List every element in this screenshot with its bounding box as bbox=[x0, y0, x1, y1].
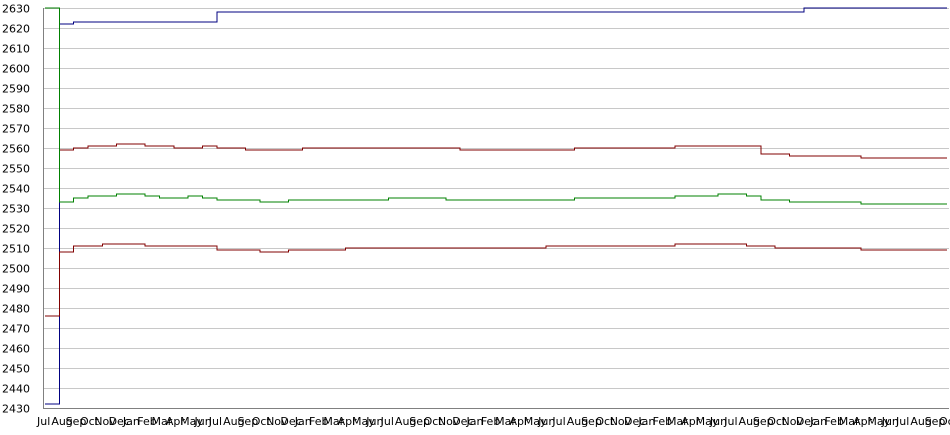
x-tick-label: May bbox=[352, 415, 375, 428]
x-tick-label: Oct bbox=[595, 415, 615, 428]
x-tick-label: Aug bbox=[51, 415, 72, 428]
x-tick-label: Nov bbox=[94, 415, 116, 428]
series-line-1 bbox=[45, 7, 947, 405]
x-tick-label: Aug bbox=[395, 415, 416, 428]
x-tick-label: Feb bbox=[137, 415, 156, 428]
x-tick-label: Jun bbox=[365, 415, 383, 428]
y-tick-label: 2500 bbox=[2, 263, 30, 276]
x-tick-label: Jan bbox=[809, 415, 827, 428]
y-tick-label: 2630 bbox=[2, 3, 30, 16]
x-tick-label: Jul bbox=[36, 415, 50, 428]
x-tick-label: Oct bbox=[80, 415, 100, 428]
x-tick-label: Dec bbox=[796, 415, 817, 428]
x-tick-label: Jul bbox=[380, 415, 394, 428]
x-tick-label: May bbox=[180, 415, 203, 428]
x-tick-label: Apr bbox=[509, 415, 529, 428]
x-tick-label: Jul bbox=[895, 415, 909, 428]
y-tick-label: 2480 bbox=[2, 303, 30, 316]
x-tick-label: Sep bbox=[66, 415, 87, 428]
y-tick-label: 2570 bbox=[2, 123, 30, 136]
x-tick-label: Sep bbox=[753, 415, 774, 428]
y-tick-label: 2550 bbox=[2, 163, 30, 176]
gridlines bbox=[43, 8, 949, 409]
x-tick-label: Jun bbox=[881, 415, 899, 428]
x-tick-label: Apr bbox=[338, 415, 358, 428]
x-tick-label: Jan bbox=[637, 415, 655, 428]
x-tick-label: Oct bbox=[252, 415, 272, 428]
y-tick-label: 2590 bbox=[2, 83, 30, 96]
x-tick-label: Mar bbox=[839, 415, 860, 428]
x-tick-label: Jan bbox=[466, 415, 484, 428]
x-tick-label: May bbox=[696, 415, 719, 428]
x-tick-label: Jun bbox=[193, 415, 211, 428]
x-tick-label: Dec bbox=[109, 415, 130, 428]
y-tick-label: 2610 bbox=[2, 43, 30, 56]
x-tick-label: Oct bbox=[767, 415, 787, 428]
x-tick-label: Jan bbox=[294, 415, 312, 428]
series-line-2 bbox=[45, 7, 947, 159]
x-tick-label: Mar bbox=[667, 415, 688, 428]
x-tick-label: Mar bbox=[323, 415, 344, 428]
x-tick-label: Nov bbox=[610, 415, 632, 428]
y-tick-label: 2460 bbox=[2, 343, 30, 356]
x-tick-label: Sep bbox=[925, 415, 946, 428]
x-tick-label: Dec bbox=[624, 415, 645, 428]
x-tick-label: Nov bbox=[266, 415, 288, 428]
x-tick-label: Jul bbox=[208, 415, 222, 428]
x-tick-label: Feb bbox=[309, 415, 328, 428]
x-tick-label: May bbox=[867, 415, 890, 428]
x-tick-label: Jan bbox=[122, 415, 140, 428]
x-tick-label: Dec bbox=[280, 415, 301, 428]
x-tick-label: Nov bbox=[438, 415, 460, 428]
x-tick-label: Mar bbox=[152, 415, 173, 428]
y-tick-label: 2490 bbox=[2, 283, 30, 296]
series-line-4 bbox=[45, 243, 947, 317]
y-tick-label: 2580 bbox=[2, 103, 30, 116]
y-tick-label: 2520 bbox=[2, 223, 30, 236]
series-lines bbox=[45, 7, 947, 405]
y-tick-label: 2600 bbox=[2, 63, 30, 76]
x-tick-label: Feb bbox=[653, 415, 672, 428]
x-tick-label: Jul bbox=[551, 415, 565, 428]
x-tick-label: Nov bbox=[782, 415, 804, 428]
x-tick-label: Dec bbox=[452, 415, 473, 428]
y-tick-label: 2510 bbox=[2, 243, 30, 256]
y-tick-label: 2470 bbox=[2, 323, 30, 336]
y-tick-label: 2560 bbox=[2, 143, 30, 156]
x-tick-label: Oct bbox=[424, 415, 444, 428]
x-tick-label: Jul bbox=[723, 415, 737, 428]
x-tick-label: Aug bbox=[739, 415, 760, 428]
y-tick-label: 2620 bbox=[2, 23, 30, 36]
x-tick-label: Jun bbox=[537, 415, 555, 428]
x-tick-label: Aug bbox=[223, 415, 244, 428]
y-tick-label: 2430 bbox=[2, 403, 30, 416]
x-tick-label: Mar bbox=[495, 415, 516, 428]
x-tick-label: Sep bbox=[581, 415, 602, 428]
y-axis-tick-labels: 2630 2620 2610 2600 2590 2580 2570 2560 2550 2540… bbox=[2, 3, 30, 416]
x-tick-label: Sep bbox=[237, 415, 258, 428]
y-tick-label: 2440 bbox=[2, 383, 30, 396]
x-tick-label: Sep bbox=[409, 415, 430, 428]
x-tick-label: Aug bbox=[567, 415, 588, 428]
series-line-3 bbox=[45, 7, 947, 205]
x-tick-label: Apr bbox=[853, 415, 873, 428]
x-tick-label: Jun bbox=[709, 415, 727, 428]
x-tick-label: Apr bbox=[166, 415, 186, 428]
x-tick-label: Feb bbox=[824, 415, 843, 428]
x-tick-label: Aug bbox=[910, 415, 931, 428]
x-tick-label: May bbox=[524, 415, 547, 428]
y-tick-label: 2450 bbox=[2, 363, 30, 376]
x-tick-label: Oct bbox=[939, 415, 950, 428]
x-tick-label: Feb bbox=[481, 415, 500, 428]
x-tick-label: Apr bbox=[681, 415, 701, 428]
y-tick-label: 2540 bbox=[2, 183, 30, 196]
y-tick-label: 2530 bbox=[2, 203, 30, 216]
